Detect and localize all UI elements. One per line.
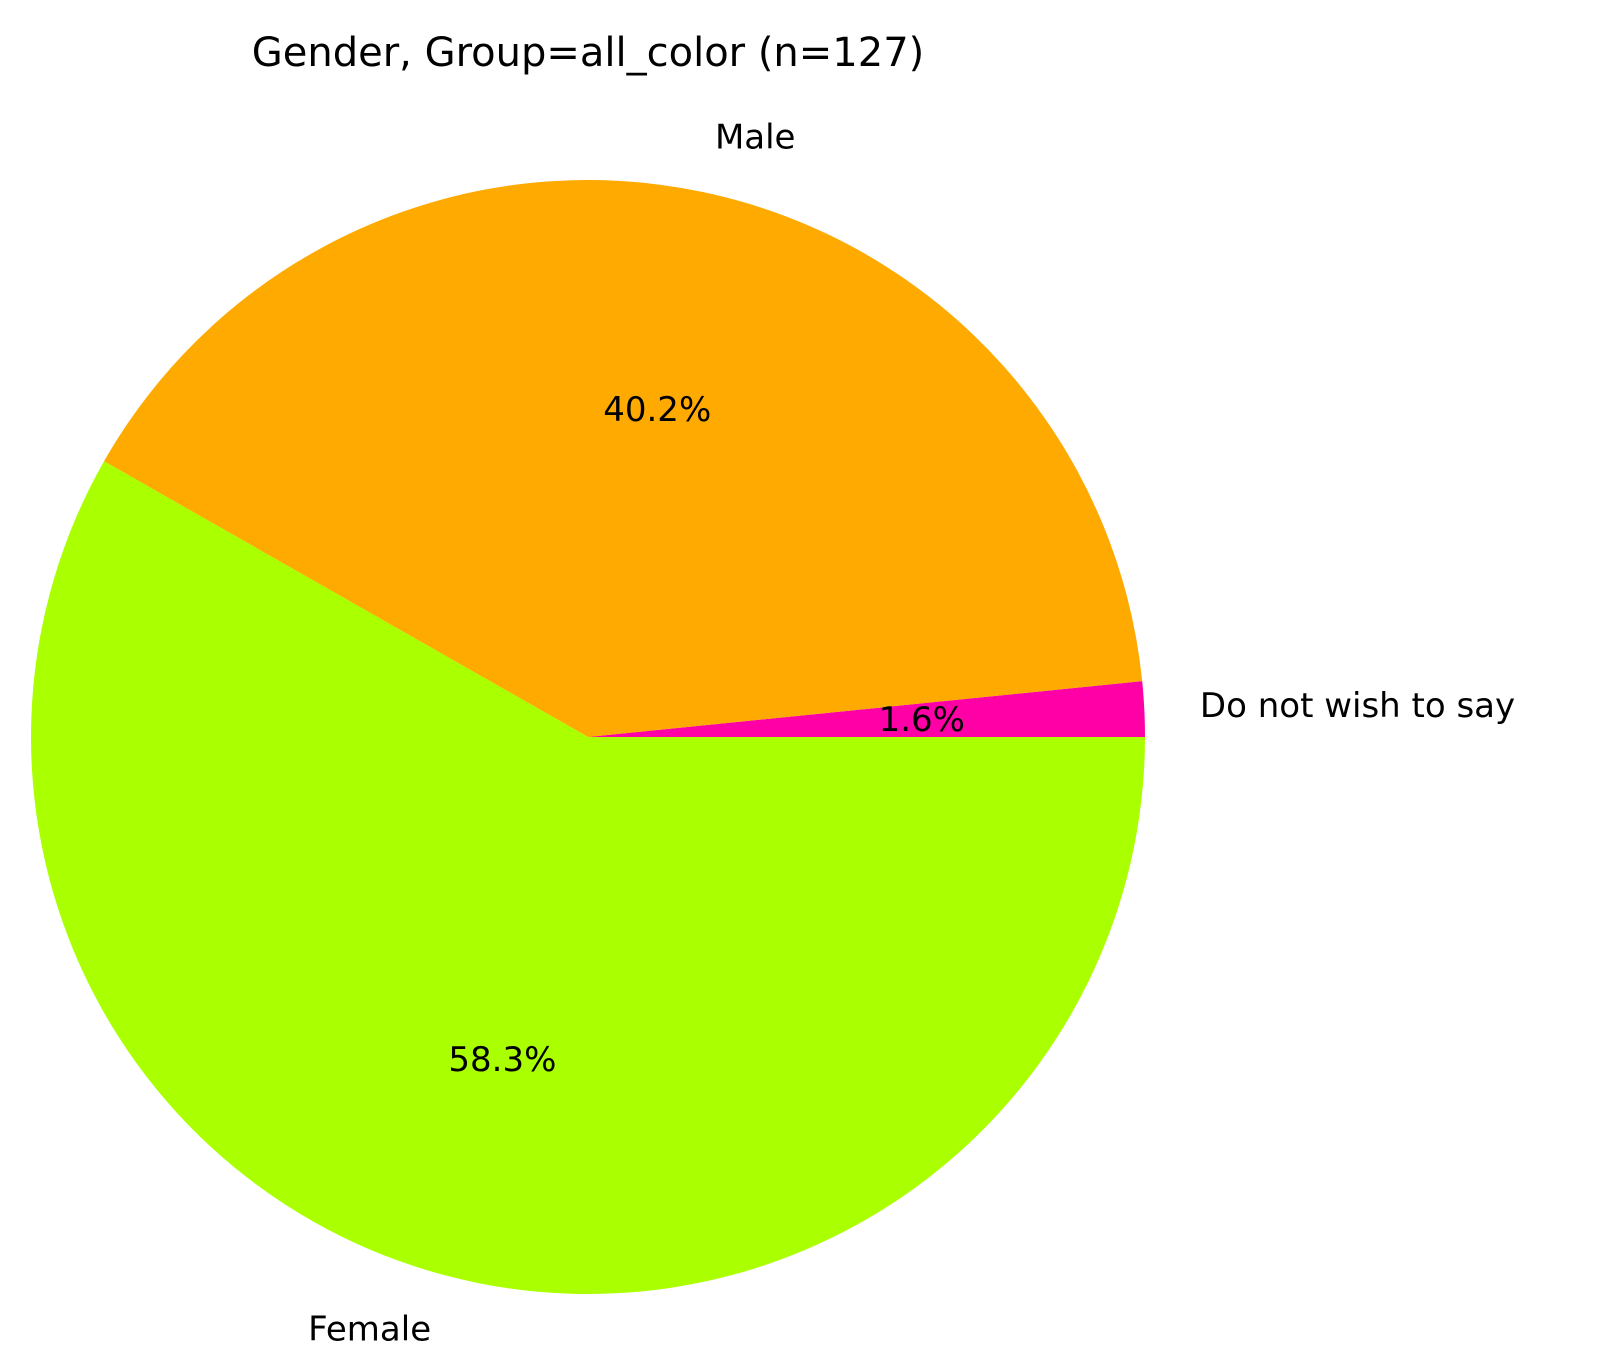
pie-slice-female	[30, 461, 1145, 1295]
pie-pct-label: 58.3%	[448, 1040, 556, 1080]
pie-category-label: Male	[715, 118, 796, 158]
pie-labels: 1.6% Do not wish to say 40.2% Male 58.3% Fema…	[308, 118, 1515, 1350]
pie-slices	[30, 179, 1145, 1295]
chart-title: Gender, Group=all_color (n=127)	[252, 30, 925, 76]
pie-slice-do-not-wish-to-say	[588, 681, 1145, 737]
pie-slice-male	[104, 179, 1143, 737]
pie-category-label: Female	[308, 1309, 431, 1349]
pie-pct-label: 1.6%	[879, 700, 965, 740]
pie-pct-label: 40.2%	[603, 390, 711, 430]
pie-category-label: Do not wish to say	[1200, 686, 1515, 726]
